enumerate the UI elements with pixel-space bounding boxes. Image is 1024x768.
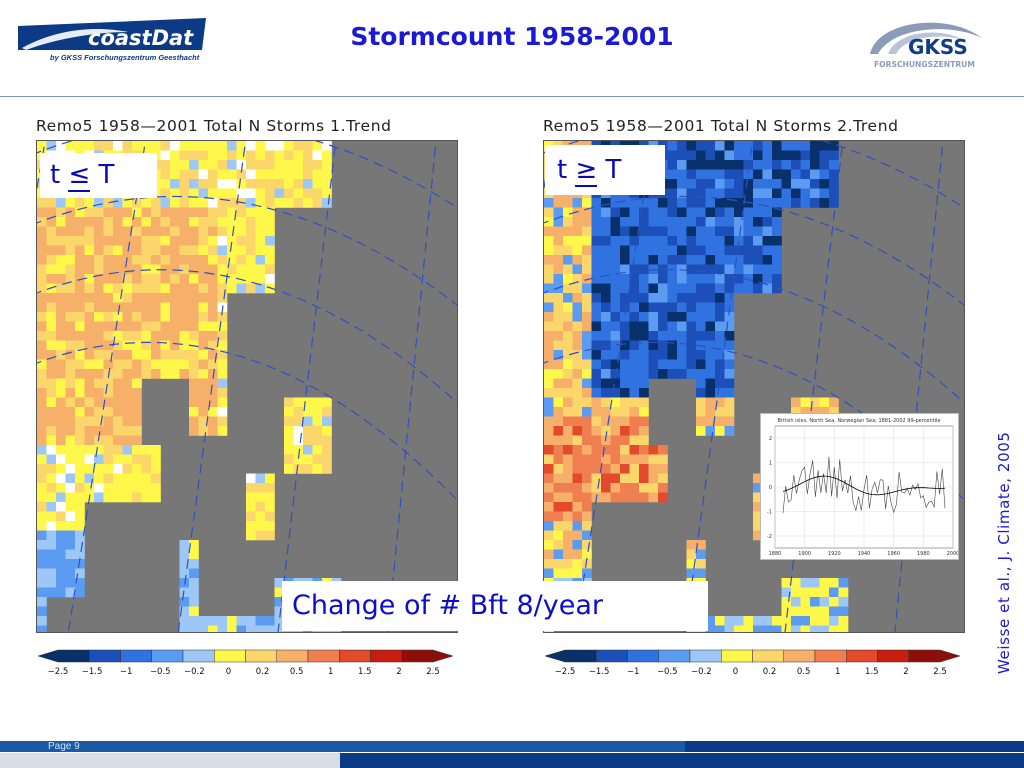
- header-divider: [0, 96, 1024, 97]
- left-condition-T: T: [98, 160, 115, 190]
- inset-xtick: 1920: [828, 551, 841, 557]
- colorbar-tick-label: −0.2: [184, 667, 205, 677]
- coastdat-logo: coastDat by GKSS Forschungszentrum Geest…: [18, 18, 208, 64]
- colorbar-tick-label: 0.2: [762, 667, 777, 677]
- colorbar-tick-label: −1: [119, 667, 133, 677]
- gkss-logo: GKSS FORSCHUNGSZENTRUM: [868, 14, 988, 72]
- colorbar-tick-label: 2.5: [933, 667, 947, 677]
- colorbar-tick-label: −1.5: [81, 667, 103, 677]
- coastdat-logo-text: coastDat: [88, 26, 194, 50]
- footer-strip-right: [340, 753, 1024, 768]
- left-condition-operator: ≤: [68, 160, 91, 192]
- left-condition-label: t ≤ T: [40, 153, 157, 198]
- inset-ytick: -2: [767, 534, 772, 540]
- colorbar-tick-label: −0.5: [656, 667, 678, 677]
- colorbar-tick-label: 0.2: [255, 667, 270, 677]
- left-map-panel: [36, 140, 458, 633]
- colorbar-tick-label: −1.5: [588, 667, 610, 677]
- colorbar-tick-label: 2.5: [426, 667, 440, 677]
- inset-ytick: 2: [769, 436, 772, 442]
- colorbar-tick-label: 1: [835, 667, 841, 677]
- colorbar-tick-label: 1.5: [865, 667, 879, 677]
- colorbar-tick-label: −2.5: [47, 667, 69, 677]
- change-label: Change of # Bft 8/year: [282, 581, 708, 631]
- left-condition-t: t: [50, 160, 61, 190]
- colorbar-tick-label: −0.5: [149, 667, 171, 677]
- gkss-logo-text: GKSS: [908, 35, 968, 59]
- inset-xtick: 2000: [947, 551, 958, 557]
- right-map-title: Remo5 1958—2001 Total N Storms 2.Trend: [543, 117, 899, 135]
- inset-ytick: -1: [767, 510, 772, 516]
- inset-smooth-line: [782, 475, 946, 496]
- inset-xtick: 1940: [858, 551, 871, 557]
- colorbar-tick-label: 0.5: [796, 667, 811, 677]
- right-condition-t: t: [557, 155, 568, 185]
- inset-xtick: 1900: [798, 551, 811, 557]
- left-map: [37, 141, 457, 632]
- citation: Weisse et al., J. Climate, 2005: [995, 431, 1013, 674]
- colorbar-tick-label: 1: [328, 667, 334, 677]
- footer-bar-highlight: [0, 741, 685, 752]
- colorbar-tick-label: 2: [396, 667, 402, 677]
- colorbar-tick-label: 0.5: [289, 667, 304, 677]
- right-colorbar: −2.5 −1.5 −1 −0.5 −0.2 0 0.2 0.5 1 1.5 2 2.5: [544, 648, 961, 678]
- colorbar-tick-label: 0: [225, 667, 232, 677]
- page-number: Page 9: [48, 741, 80, 752]
- right-condition-T: T: [605, 155, 622, 185]
- colorbar-tick-label: 2: [903, 667, 909, 677]
- inset-xtick: 1960: [887, 551, 900, 557]
- colorbar-tick-label: −2.5: [554, 667, 576, 677]
- left-map-title: Remo5 1958—2001 Total N Storms 1.Trend: [36, 117, 392, 135]
- colorbar-tick-label: −0.2: [691, 667, 712, 677]
- right-condition-label: t ≥ T: [545, 145, 665, 195]
- footer-strip-left: [0, 753, 340, 768]
- colorbar-tick-label: 0: [732, 667, 739, 677]
- right-condition-operator: ≥: [575, 155, 598, 187]
- gkss-logo-subtitle: FORSCHUNGSZENTRUM: [874, 60, 975, 69]
- inset-xtick: 1980: [917, 551, 930, 557]
- inset-ytick: 0: [769, 485, 772, 491]
- coastdat-logo-subtitle: by GKSS Forschungszentrum Geesthacht: [50, 53, 200, 62]
- slide-title: Stormcount 1958-2001: [350, 22, 674, 51]
- inset-series-line: [782, 456, 946, 514]
- left-colorbar: −2.5 −1.5 −1 −0.5 −0.2 0 0.2 0.5 1 1.5 2 2.5: [37, 648, 454, 678]
- inset-ytick: 1: [769, 461, 772, 467]
- inset-title: British isles, North Sea, Norwegian Sea;…: [778, 418, 941, 424]
- inset-timeseries: British isles, North Sea, Norwegian Sea;…: [760, 413, 959, 560]
- colorbar-tick-label: 1.5: [358, 667, 372, 677]
- inset-xtick: 1880: [769, 551, 782, 557]
- colorbar-tick-label: −1: [626, 667, 640, 677]
